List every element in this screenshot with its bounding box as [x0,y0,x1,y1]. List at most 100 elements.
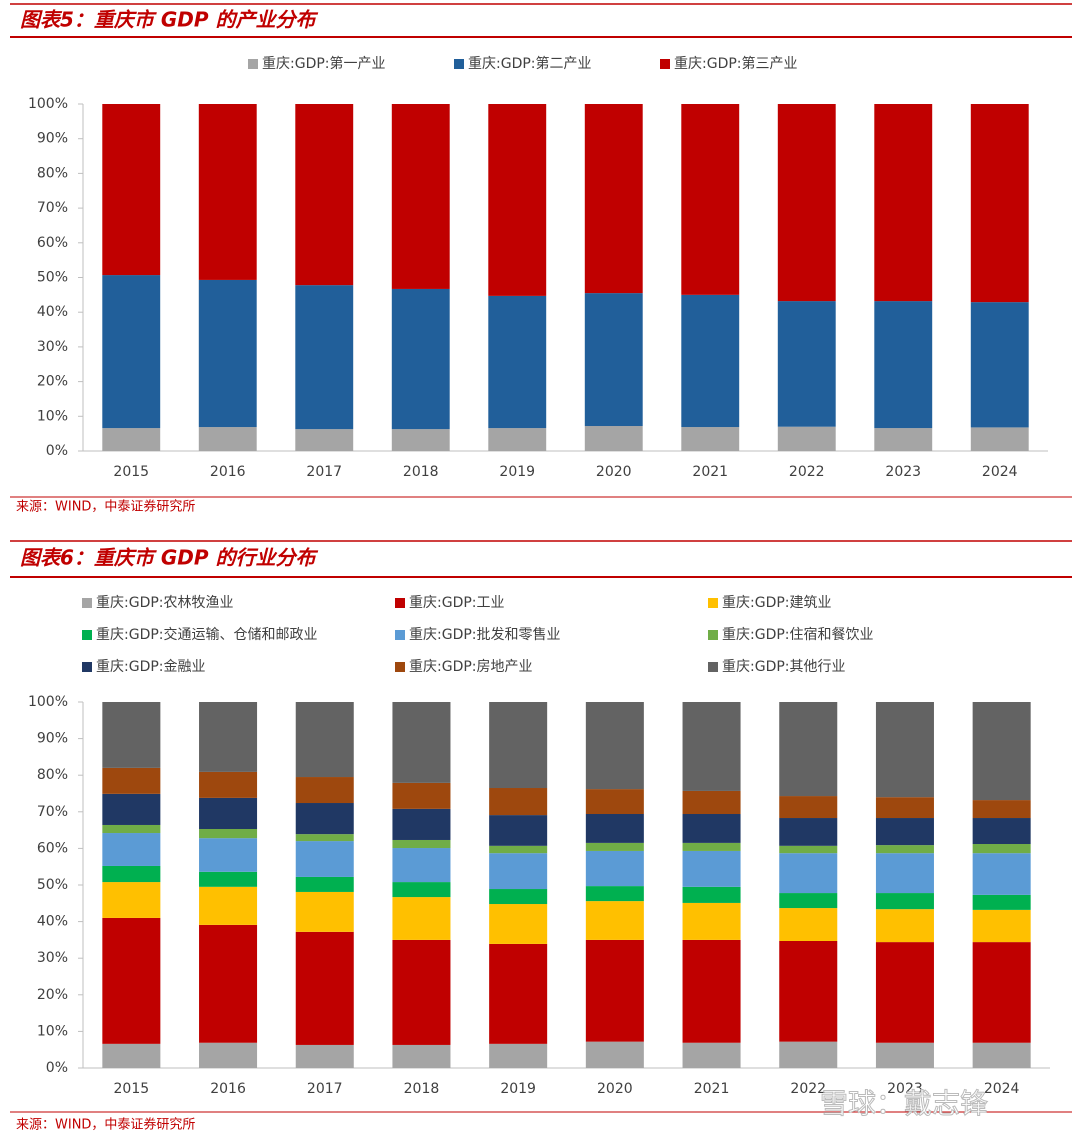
legend-label: 重庆:GDP:其他行业 [722,659,846,675]
x-tick-label: 2019 [499,464,535,480]
bar-segment [392,839,451,849]
y-tick-label: 30% [37,950,68,966]
x-tick-label: 2018 [404,1081,440,1097]
y-tick-label: 100% [28,96,68,112]
bar-segment [779,853,838,894]
legend-label: 重庆:GDP:第三产业 [674,55,798,72]
bar-segment [972,942,1031,1043]
bar-segment [295,285,354,430]
bar-segment [392,782,451,809]
legend-swatch [454,59,464,69]
bar-segment [970,302,1029,428]
legend-label: 重庆:GDP:第二产业 [468,55,592,72]
bar-segment [585,850,644,887]
bar-segment [199,829,258,839]
bar-segment [875,818,934,846]
bar-segment [199,1042,258,1068]
bar-segment [295,777,354,804]
bar-segment [199,838,258,872]
x-tick-label: 2018 [403,464,439,480]
bar-segment [681,427,740,451]
legend-label: 重庆:GDP:建筑业 [722,595,832,611]
bar-segment [972,894,1031,910]
bar-segment [875,893,934,910]
bar-segment [875,942,934,1043]
source: 来源：WIND，中泰证券研究所 [16,499,195,515]
y-tick-label: 70% [37,804,68,820]
legend-swatch [82,598,92,608]
y-tick-label: 20% [37,987,68,1003]
y-tick-label: 80% [37,165,68,181]
y-tick-label: 20% [37,374,68,390]
bar-segment [295,891,354,932]
x-tick-label: 2023 [887,1081,923,1097]
bar-segment [102,767,161,794]
bar-segment [102,833,161,866]
x-tick-label: 2020 [596,464,632,480]
bar-segment [875,797,934,819]
bar-segment [972,853,1031,895]
bar-segment [779,893,838,909]
y-tick-label: 60% [37,235,68,251]
x-tick-label: 2021 [692,464,728,480]
chart-title: 图表6：重庆市 GDP 的行业分布 [20,546,319,570]
legend-swatch [660,59,670,69]
y-tick-label: 30% [37,339,68,355]
bar-segment [779,818,838,846]
bar-segment [682,1042,741,1068]
bar-segment [392,848,451,883]
x-tick-label: 2016 [210,1081,246,1097]
bar-segment [488,104,547,296]
x-tick-label: 2023 [885,464,921,480]
bar-segment [391,104,450,289]
bar-segment [682,939,741,1043]
bar-segment [584,293,643,427]
legend-label: 重庆:GDP:金融业 [96,659,206,675]
bar-segment [779,940,838,1042]
bar-segment [779,702,838,797]
bar-segment [392,882,451,898]
bar-segment [102,917,161,1044]
bar-segment [295,1044,354,1068]
bar-segment [585,842,644,851]
bar-segment [682,790,741,814]
bar-segment [972,909,1031,943]
bar-segment [295,803,354,835]
bar-segment [682,842,741,851]
bar-segment [489,889,548,905]
bar-segment [199,886,258,925]
legend-swatch [395,598,405,608]
bar-segment [875,702,934,798]
bar-segment [585,886,644,902]
legend-swatch [248,59,258,69]
bar-segment [585,789,644,814]
legend-swatch [395,630,405,640]
bar-segment [295,841,354,877]
y-tick-label: 90% [37,131,68,147]
bar-segment [970,104,1029,303]
bar-segment [392,808,451,840]
legend-swatch [395,662,405,672]
bar-segment [875,1042,934,1068]
bar-segment [488,295,547,429]
bar-segment [875,853,934,894]
bar-segment [585,813,644,843]
x-tick-label: 2022 [789,464,825,480]
legend-swatch [708,630,718,640]
bar-segment [489,788,548,816]
bar-segment [585,1041,644,1068]
legend-swatch [708,662,718,672]
x-tick-label: 2024 [982,464,1018,480]
x-tick-label: 2015 [114,1081,150,1097]
legend-label: 重庆:GDP:房地产业 [409,659,533,675]
legend-label: 重庆:GDP:交通运输、仓储和邮政业 [96,626,318,643]
bar-segment [102,428,161,451]
bar-segment [392,1044,451,1068]
bar-segment [392,702,451,783]
bar-segment [585,939,644,1042]
y-tick-label: 0% [46,1060,68,1076]
y-tick-label: 70% [37,200,68,216]
x-tick-label: 2024 [984,1081,1020,1097]
bar-segment [584,104,643,294]
bar-segment [199,871,258,887]
